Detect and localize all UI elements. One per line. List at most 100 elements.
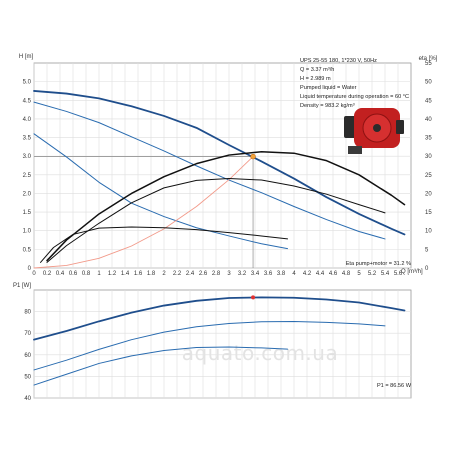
pump-flange	[348, 146, 362, 154]
duty-point-marker	[250, 153, 256, 160]
head-curve-0	[33, 90, 406, 236]
info-model: UPS 25-55 180, 1*230 V, 50Hz	[300, 58, 377, 64]
y-tick-labels-left: 0 0.5 1.0 1.5 2.0 2.5 3.0 3.5 4.0 4.5 5.0	[23, 80, 32, 272]
y-tick-label-right: 30	[425, 154, 432, 160]
y-tick-label-right: 50	[425, 80, 432, 86]
x-tick-label: 3.4	[251, 271, 260, 277]
y-tick-label-right: 40	[425, 117, 432, 123]
x-tick-label: 3.8	[277, 271, 286, 277]
x-tick-label: 5.2	[368, 271, 377, 277]
y-tick-label-right: 20	[425, 191, 432, 197]
x-tick-label: 3.2	[238, 271, 247, 277]
x-tick-label: 2.8	[212, 271, 221, 277]
x-tick-label: 2.4	[186, 271, 195, 277]
y-tick-label-left: 2.0	[23, 191, 32, 197]
x-tick-label: 1.6	[134, 271, 143, 277]
pump-terminal-box	[396, 120, 404, 134]
pump-motor-end	[344, 116, 356, 138]
y-tick-label-right: 35	[425, 136, 432, 142]
y-tick-label-left: 0.5	[23, 247, 32, 253]
x-tick-label: 3	[227, 271, 231, 277]
y-tick-label-left: 3.5	[23, 136, 32, 142]
p1-tick-label: 40	[24, 396, 31, 402]
y-tick-label-left: 3.0	[23, 154, 32, 160]
info-liquid: Pumped liquid = Water	[300, 85, 357, 91]
info-head: H = 2.989 m	[300, 76, 331, 82]
eta-curve-4	[46, 150, 406, 262]
bottom-grid	[33, 289, 412, 399]
x-tick-label: 4.6	[329, 271, 338, 277]
x-tick-label: 4	[292, 271, 296, 277]
x-tick-label: 0.4	[56, 271, 65, 277]
x-tick-label: 5.6	[394, 271, 403, 277]
x-tick-label: 0	[32, 271, 36, 277]
p1-axis-title: P1 [W]	[13, 283, 31, 289]
eta-curve-6	[40, 226, 288, 263]
eta-curve-5	[46, 178, 386, 263]
p1-tick-label: 50	[24, 374, 31, 380]
p1-tick-labels: 40 50 60 70 80	[24, 310, 31, 402]
circulation-pump-icon	[344, 108, 404, 154]
x-tick-label: 2.6	[199, 271, 208, 277]
eta-label: Eta pump+motor = 31.2 %	[346, 261, 411, 267]
head-curve-1	[33, 101, 386, 240]
y-tick-label-left: 1.5	[23, 210, 32, 216]
info-density: Density = 983.2 kg/m³	[300, 103, 355, 109]
pump-info-block: UPS 25-55 180, 1*230 V, 50Hz Q = 3.37 m³…	[300, 58, 409, 109]
x-tick-label: 3.6	[264, 271, 273, 277]
watermark: aquato.com.ua	[182, 341, 338, 365]
x-tick-labels: 0 0.2 0.4 0.6 0.8 1 1.2 1.4 1.6 1.8 2 2.2 2.4 2.6 2.8 3…	[32, 271, 403, 277]
y-tick-label-left: 1.0	[23, 229, 32, 235]
p1-curve-1	[33, 321, 386, 371]
p1-duty-point-marker	[251, 295, 256, 300]
x-tick-label: 4.8	[342, 271, 351, 277]
x-tick-label: 1	[97, 271, 101, 277]
x-tick-label: 1.8	[147, 271, 156, 277]
p1-tick-label: 60	[24, 353, 31, 359]
y-tick-label-left: 0	[28, 266, 32, 272]
info-temperature: Liquid temperature during operation = 60…	[300, 94, 409, 100]
x-tick-label: 5.4	[381, 271, 390, 277]
pump-center	[373, 124, 381, 132]
x-tick-label: 5	[357, 271, 361, 277]
y-tick-label-left: 4.0	[23, 117, 32, 123]
y-axis-title-left-symbol: H [m]	[19, 54, 34, 60]
x-tick-label: 2.2	[173, 271, 182, 277]
y-axis-title-right: eta [%]	[419, 56, 438, 62]
y-tick-labels-right: 0 5 10 15 20 25 30 35 40 45 50 55	[425, 61, 432, 272]
x-tick-label: 0.8	[82, 271, 91, 277]
head-curve-2	[33, 133, 288, 250]
x-tick-label: 1.2	[108, 271, 117, 277]
y-tick-label-right: 25	[425, 173, 432, 179]
p1-label: P1 = 86.56 W	[377, 383, 412, 389]
p1-tick-label: 80	[24, 310, 31, 316]
system-curve-3	[33, 156, 254, 269]
y-tick-label-left: 4.5	[23, 98, 32, 104]
info-flow: Q = 3.37 m³/h	[300, 67, 334, 73]
x-tick-label: 4.4	[316, 271, 325, 277]
x-tick-label: 4.2	[303, 271, 312, 277]
y-tick-label-right: 5	[425, 247, 429, 253]
y-tick-label-right: 55	[425, 61, 432, 67]
head-eta-curves	[33, 90, 406, 269]
y-axis-title-left: H [m]	[19, 54, 34, 60]
y-tick-label-left: 5.0	[23, 80, 32, 86]
y-tick-label-right: 10	[425, 229, 432, 235]
duty-point-markers	[250, 153, 256, 300]
x-axis-title: Q [m³/h]	[401, 269, 423, 275]
duty-point-guides	[34, 156, 254, 268]
p1-curve-0	[33, 296, 406, 341]
p1-tick-label: 70	[24, 331, 31, 337]
x-tick-label: 2	[162, 271, 166, 277]
x-tick-label: 0.6	[69, 271, 78, 277]
y-tick-label-left: 2.5	[23, 173, 32, 179]
x-tick-label: 0.2	[43, 271, 52, 277]
y-tick-label-right: 15	[425, 210, 432, 216]
y-tick-label-right: 0	[425, 266, 429, 272]
power-curves	[33, 296, 406, 386]
y-tick-label-right: 45	[425, 98, 432, 104]
p1-curve-2	[33, 346, 288, 386]
x-tick-label: 1.4	[121, 271, 130, 277]
